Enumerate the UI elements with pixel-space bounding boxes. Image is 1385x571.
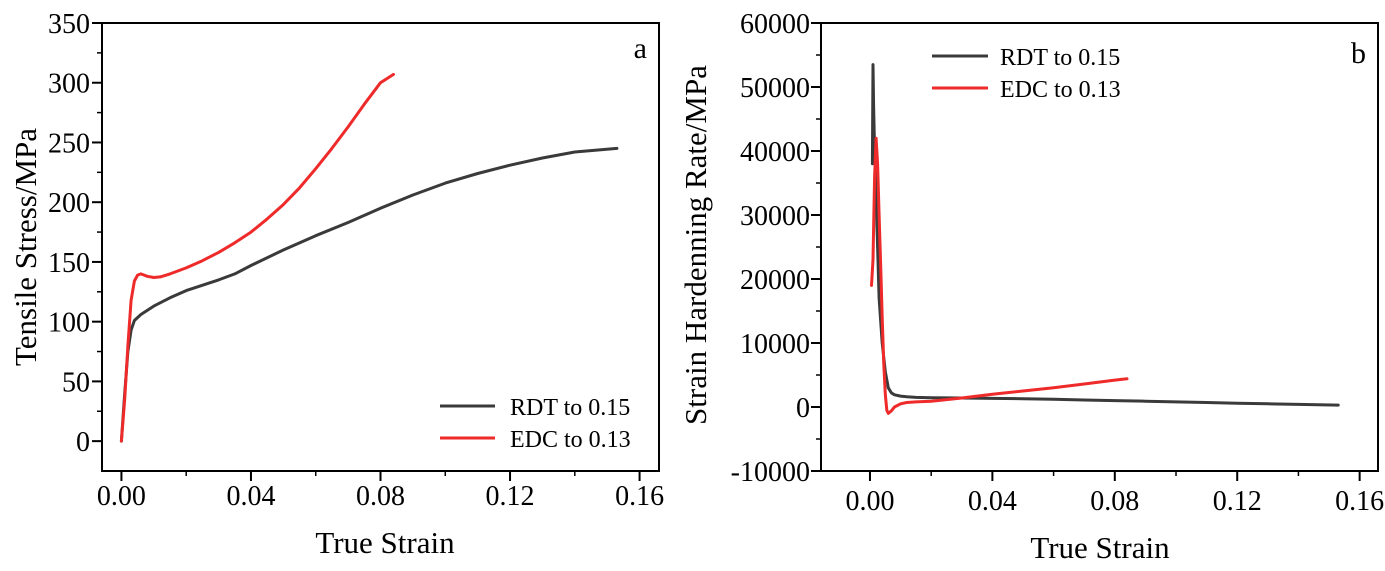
y-tick-label-b: 20000 [740, 265, 810, 296]
x-tick-label-a: 0.16 [615, 481, 664, 512]
x-axis-title-a: True Strain [315, 525, 455, 560]
series-layer-a [119, 72, 619, 443]
y-tick-label-b: 40000 [740, 137, 810, 168]
y-tick-label-a: 300 [48, 69, 90, 100]
series-line-rdt-a [119, 146, 619, 443]
chart-panel-a: 0.00 0.04 0.08 0.12 0.16 0 50 100 150 200 250 300 35… [8, 9, 664, 560]
y-tick-label-b: 10000 [740, 329, 810, 360]
x-tick-label-a: 0.08 [356, 481, 405, 512]
panel-label-a: a [634, 32, 647, 65]
x-tick-label-b: 0.12 [1213, 486, 1262, 517]
x-axis-title-b: True Strain [1030, 530, 1170, 565]
series-line-edc-b [870, 136, 1129, 415]
legend-label-rdt-b: RDT to 0.15 [1000, 45, 1120, 71]
legend-a: RDT to 0.15 EDC to 0.13 [440, 395, 631, 453]
y-tick-label-a: 200 [48, 188, 90, 219]
chart-panel-b: 0.00 0.04 0.08 0.12 0.16 -10000 0 10000 20000 300… [678, 9, 1384, 565]
y-tick-label-b: 0 [796, 393, 810, 424]
y-tick-label-b: 50000 [740, 73, 810, 104]
y-tick-label-a: 150 [48, 248, 90, 279]
y-tick-label-b: 30000 [740, 201, 810, 232]
legend-label-edc-a: EDC to 0.13 [510, 427, 631, 453]
ticks-layer-b: 0.00 0.04 0.08 0.12 0.16 -10000 0 10000 20000 300… [731, 9, 1384, 517]
y-tick-label-a: 250 [48, 128, 90, 159]
y-tick-label-b: -10000 [731, 457, 810, 488]
x-tick-label-b: 0.04 [968, 486, 1017, 517]
series-layer-b [870, 63, 1340, 415]
y-axis-title-b: Strain Hardenning Rate/MPa [678, 65, 713, 425]
x-tick-label-a: 0.00 [97, 481, 146, 512]
x-tick-label-a: 0.04 [226, 481, 275, 512]
legend-label-rdt-a: RDT to 0.15 [510, 395, 630, 421]
ticks-layer-a: 0.00 0.04 0.08 0.12 0.16 0 50 100 150 200 250 300 35… [48, 9, 664, 512]
legend-label-edc-b: EDC to 0.13 [1000, 77, 1121, 103]
series-line-rdt-b [870, 63, 1340, 407]
x-tick-label-b: 0.00 [845, 486, 894, 517]
x-tick-label-b: 0.08 [1090, 486, 1139, 517]
y-tick-label-a: 0 [76, 427, 90, 458]
legend-b: RDT to 0.15 EDC to 0.13 [932, 45, 1121, 103]
series-line-edc-a [119, 72, 395, 443]
y-tick-label-a: 350 [48, 9, 90, 40]
y-axis-title-a: Tensile Stress/MPa [8, 128, 43, 366]
y-tick-label-b: 60000 [740, 9, 810, 40]
x-tick-label-a: 0.12 [486, 481, 535, 512]
y-tick-label-a: 50 [62, 367, 90, 398]
panel-label-b: b [1351, 37, 1366, 70]
x-tick-label-b: 0.16 [1335, 486, 1384, 517]
y-tick-label-a: 100 [48, 308, 90, 339]
